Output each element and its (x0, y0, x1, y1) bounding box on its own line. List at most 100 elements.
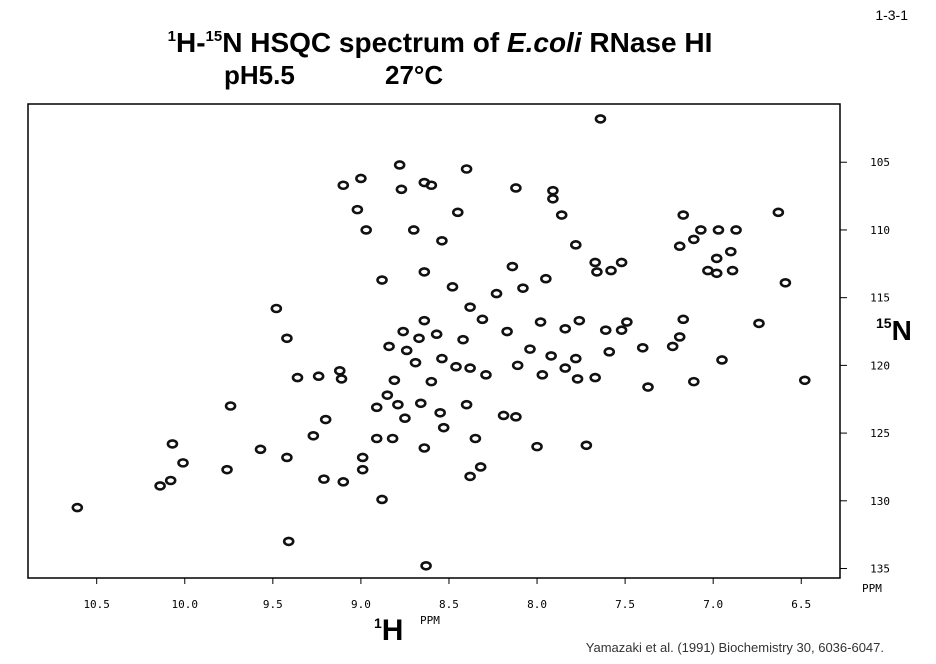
peak (460, 164, 473, 174)
peak (388, 375, 401, 386)
peak (476, 314, 489, 325)
peak (413, 333, 425, 344)
peak (370, 402, 383, 413)
title-part: 1 (168, 28, 176, 45)
peak (712, 225, 725, 235)
peak (710, 253, 723, 264)
peak (589, 257, 601, 268)
x-tick-label: 10.0 (172, 598, 199, 611)
peak (580, 440, 593, 451)
peak (281, 452, 293, 463)
peak (642, 382, 654, 392)
peak (540, 273, 552, 284)
peak (497, 410, 510, 421)
peak (730, 225, 742, 235)
peak (559, 324, 572, 334)
peak (319, 414, 332, 425)
peak (501, 326, 513, 337)
y-tick-label: 105 (870, 156, 890, 169)
peak (376, 275, 388, 285)
peak (474, 462, 487, 472)
y-tick-label: 130 (870, 495, 890, 508)
subtitle: pH5.5 (224, 60, 295, 90)
x-tick-label: 8.0 (527, 598, 547, 611)
x-tick-label: 6.5 (791, 598, 811, 611)
peak (517, 283, 529, 293)
peak (409, 357, 422, 368)
peak (772, 207, 785, 218)
peak (393, 160, 406, 170)
title-part: E.coli (507, 27, 583, 58)
peak (571, 374, 584, 384)
peak (457, 334, 469, 345)
peak (436, 235, 448, 246)
peak (281, 333, 293, 344)
peak (480, 370, 492, 380)
title-part: H- (176, 27, 206, 58)
peak (291, 372, 304, 383)
peak (224, 401, 237, 411)
peak (599, 325, 612, 335)
peak (71, 502, 84, 513)
title-part: RNase HI (582, 27, 713, 58)
y-label: N (892, 315, 912, 346)
peak (392, 399, 404, 410)
x-tick-label: 10.5 (83, 598, 110, 611)
peak (335, 374, 348, 384)
peak (716, 355, 728, 365)
y-tick-label: 120 (870, 359, 890, 372)
peak (418, 315, 431, 326)
peak (726, 265, 739, 276)
peak (381, 390, 394, 400)
peak (573, 315, 586, 326)
x-tick-label: 9.0 (351, 598, 371, 611)
peak (425, 180, 438, 191)
peak (418, 443, 431, 453)
plot-frame (27, 103, 841, 579)
peak (450, 361, 462, 372)
peak (615, 257, 628, 268)
peak (356, 464, 369, 475)
peak (464, 363, 476, 373)
peak (464, 302, 476, 312)
peak (569, 353, 582, 364)
peak (677, 314, 690, 325)
peak (724, 246, 737, 257)
peak (547, 185, 559, 196)
peak (436, 353, 448, 364)
x-unit: PPM (420, 614, 440, 627)
peak (710, 268, 723, 279)
peak (688, 376, 700, 387)
chart-title: 1H-15N HSQC spectrum of E.coli RNase HI (168, 27, 713, 58)
peak (407, 225, 420, 235)
peak (673, 332, 686, 342)
peak (534, 317, 547, 327)
peak (603, 347, 616, 357)
peak (307, 430, 320, 441)
peak (333, 365, 346, 376)
y-tick-label: 115 (870, 292, 890, 305)
peak (695, 225, 707, 235)
title-part: 15 (206, 28, 223, 45)
title-part: N HSQC spectrum of (222, 27, 507, 58)
peak (270, 303, 283, 314)
peak (312, 371, 325, 382)
subtitle: 27°C (385, 60, 443, 90)
peak (418, 267, 431, 277)
peak (569, 240, 582, 250)
peak (559, 363, 572, 373)
peak (166, 439, 179, 449)
peak (798, 375, 811, 386)
y-tick-label: 135 (870, 563, 890, 576)
peak (177, 458, 189, 468)
peak (605, 265, 617, 276)
peak (594, 114, 607, 124)
x-tick-label: 8.5 (439, 598, 459, 611)
y-axis-label: 15N (876, 315, 912, 346)
peak (636, 342, 649, 353)
peak (506, 261, 519, 272)
peak (446, 282, 459, 292)
citation: Yamazaki et al. (1991) Biochemistry 30, … (586, 640, 884, 655)
x-label-sup: 1 (374, 615, 382, 631)
peak (254, 444, 267, 455)
